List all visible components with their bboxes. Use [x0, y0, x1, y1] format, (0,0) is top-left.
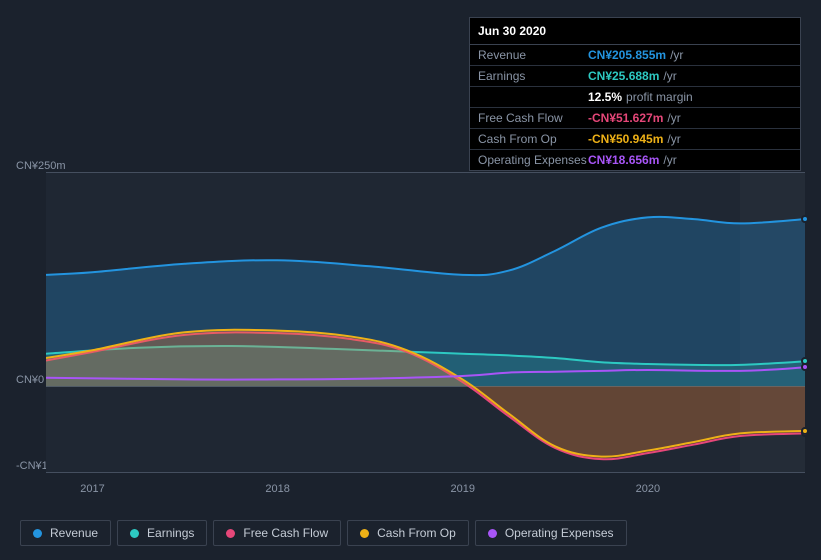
tooltip-row: Free Cash Flow-CN¥51.627m/yr — [470, 108, 800, 129]
tooltip-row-value: CN¥205.855m — [588, 48, 666, 62]
tooltip-row-unit: /yr — [670, 48, 683, 62]
tooltip-row-label: Revenue — [478, 48, 588, 62]
tooltip-row: EarningsCN¥25.688m/yr — [470, 66, 800, 87]
legend-label: Cash From Op — [377, 526, 456, 540]
tooltip-sub-label: profit margin — [626, 90, 693, 104]
legend-item[interactable]: Revenue — [20, 520, 111, 546]
plot-svg — [46, 172, 805, 472]
financial-chart: CN¥250mCN¥0-CN¥100m 2017201820192020 — [16, 155, 805, 500]
legend-swatch — [226, 529, 235, 538]
tooltip-box: Jun 30 2020 RevenueCN¥205.855m/yrEarning… — [469, 17, 801, 171]
legend-item[interactable]: Free Cash Flow — [213, 520, 341, 546]
tooltip-sub-value: 12.5% — [588, 90, 622, 104]
legend-label: Earnings — [147, 526, 194, 540]
series-end-marker — [801, 215, 809, 223]
x-axis-label: 2020 — [636, 483, 660, 495]
tooltip-date: Jun 30 2020 — [470, 18, 800, 45]
tooltip-row-value: -CN¥51.627m — [588, 111, 663, 125]
legend-label: Operating Expenses — [505, 526, 614, 540]
legend-swatch — [33, 529, 42, 538]
tooltip-row-label: Free Cash Flow — [478, 111, 588, 125]
x-axis-label: 2017 — [80, 483, 104, 495]
tooltip-row-unit: /yr — [663, 69, 676, 83]
tooltip-rows: RevenueCN¥205.855m/yrEarningsCN¥25.688m/… — [470, 45, 800, 170]
legend-item[interactable]: Earnings — [117, 520, 207, 546]
legend-swatch — [130, 529, 139, 538]
legend-label: Free Cash Flow — [243, 526, 328, 540]
x-axis-label: 2019 — [451, 483, 475, 495]
tooltip-row-value: -CN¥50.945m — [588, 132, 663, 146]
y-axis-label: CN¥0 — [16, 374, 44, 386]
legend-label: Revenue — [50, 526, 98, 540]
plot-area[interactable] — [46, 172, 805, 472]
x-axis-label: 2018 — [265, 483, 289, 495]
legend-swatch — [488, 529, 497, 538]
legend-item[interactable]: Cash From Op — [347, 520, 469, 546]
tooltip-row-value: CN¥25.688m — [588, 69, 659, 83]
y-axis-label: CN¥250m — [16, 160, 66, 172]
tooltip-row: RevenueCN¥205.855m/yr — [470, 45, 800, 66]
tooltip-row-label: Cash From Op — [478, 132, 588, 146]
tooltip-subrow: 12.5% profit margin — [470, 87, 800, 108]
tooltip-row-label: Earnings — [478, 69, 588, 83]
series-end-marker — [801, 427, 809, 435]
gridline — [46, 472, 805, 473]
series-end-marker — [801, 363, 809, 371]
legend-item[interactable]: Operating Expenses — [475, 520, 627, 546]
legend: Revenue Earnings Free Cash Flow Cash From O… — [20, 520, 627, 546]
tooltip-row-unit: /yr — [667, 111, 680, 125]
legend-swatch — [360, 529, 369, 538]
tooltip-row: Cash From Op-CN¥50.945m/yr — [470, 129, 800, 150]
tooltip-row-unit: /yr — [667, 132, 680, 146]
